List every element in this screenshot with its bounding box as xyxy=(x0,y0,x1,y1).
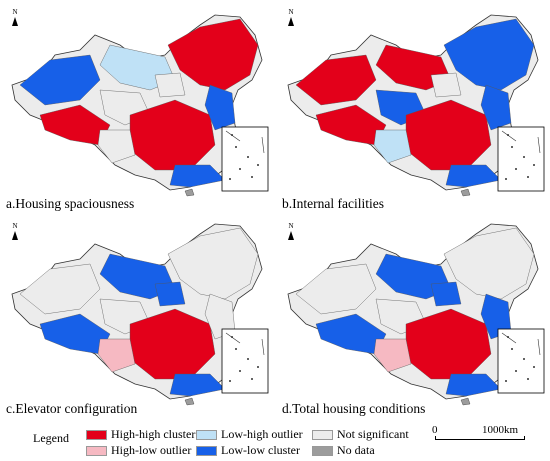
island-dot xyxy=(511,348,513,350)
panel-caption: d.Total housing conditions xyxy=(282,401,426,416)
legend-item-not-significant: Not significant xyxy=(312,427,409,441)
legend-item-low-low: Low-low cluster xyxy=(196,443,300,457)
map-panel-c: N c.Elevator configuration xyxy=(0,214,270,434)
island-dot xyxy=(515,168,517,170)
map-body xyxy=(11,223,263,406)
north-arrow-icon: N xyxy=(285,223,297,240)
region-patch xyxy=(97,338,136,373)
scale-start-label: 0 xyxy=(432,424,438,436)
island-dot xyxy=(251,378,253,380)
island-dot xyxy=(239,370,241,372)
region-patch xyxy=(167,227,259,300)
region-patch xyxy=(430,281,462,307)
south-china-sea-inset xyxy=(497,328,545,394)
map-body xyxy=(287,223,539,406)
panel-caption: a.Housing spaciousness xyxy=(6,196,135,211)
legend-swatch xyxy=(196,430,217,441)
region-patch xyxy=(295,54,377,106)
panel-caption: b.Internal facilities xyxy=(282,196,384,211)
island xyxy=(184,188,195,197)
island-dot xyxy=(251,176,253,178)
region-patch xyxy=(19,54,101,106)
region-patch xyxy=(445,373,502,397)
map-legend: Legend High-high cluster High-low outlie… xyxy=(0,424,550,461)
map-panel-d: N d.Total housing conditions xyxy=(276,214,546,434)
island-dot xyxy=(505,178,507,180)
island-dot xyxy=(511,146,513,148)
island xyxy=(184,397,195,406)
island-dot xyxy=(239,168,241,170)
region-patch xyxy=(295,263,377,315)
map-panel-a: N a.Housing spaciousness xyxy=(0,0,270,220)
legend-item-high-low: High-low outlier xyxy=(86,443,191,457)
island-dot xyxy=(523,156,525,158)
region-patch xyxy=(167,18,259,91)
china-map-b xyxy=(287,14,545,197)
legend-swatch xyxy=(196,446,217,457)
scale-end-label: 1000km xyxy=(482,424,519,436)
region-patch xyxy=(373,129,412,164)
legend-item-high-high: High-high cluster xyxy=(86,427,195,441)
island-dot xyxy=(523,358,525,360)
island-dot xyxy=(257,164,259,166)
region-patch xyxy=(154,72,186,98)
region-patch xyxy=(480,84,512,131)
south-china-sea-inset xyxy=(221,328,269,394)
legend-swatch xyxy=(86,430,107,441)
region-patch xyxy=(154,281,186,307)
island-dot xyxy=(527,378,529,380)
region-patch xyxy=(443,227,535,300)
china-map-c xyxy=(11,223,269,406)
legend-title: Legend xyxy=(33,431,69,445)
china-map-d xyxy=(287,223,545,406)
region-patch xyxy=(169,164,226,188)
island-dot xyxy=(229,178,231,180)
island-dot xyxy=(533,366,535,368)
legend-item-low-high: Low-high outlier xyxy=(196,427,303,441)
panel-caption: c.Elevator configuration xyxy=(6,401,138,416)
island-dot xyxy=(533,164,535,166)
island-dot xyxy=(505,380,507,382)
region-patch xyxy=(443,18,535,91)
scale-bar-line xyxy=(435,436,525,440)
region-patch xyxy=(19,263,101,315)
island xyxy=(460,397,471,406)
island-dot xyxy=(229,380,231,382)
region-patch xyxy=(204,84,236,131)
map-panel-b: N b.Internal facilities xyxy=(276,0,546,220)
island-dot xyxy=(527,176,529,178)
region-patch xyxy=(97,129,136,164)
legend-item-no-data: No data xyxy=(312,443,375,457)
island-dot xyxy=(247,156,249,158)
island-dot xyxy=(257,366,259,368)
north-arrow-icon: N xyxy=(285,9,297,26)
island-dot xyxy=(247,358,249,360)
region-patch xyxy=(445,164,502,188)
legend-swatch xyxy=(312,446,333,457)
south-china-sea-inset xyxy=(497,126,545,192)
china-map-a xyxy=(11,14,269,197)
island-dot xyxy=(235,348,237,350)
legend-swatch xyxy=(86,446,107,457)
region-patch xyxy=(373,338,412,373)
scale-bar: 0 1000km xyxy=(432,424,532,452)
north-arrow-icon: N xyxy=(9,9,21,26)
legend-swatch xyxy=(312,430,333,441)
island-dot xyxy=(235,146,237,148)
island-dot xyxy=(515,370,517,372)
south-china-sea-inset xyxy=(221,126,269,192)
region-patch xyxy=(430,72,462,98)
north-arrow-icon: N xyxy=(9,223,21,240)
region-patch xyxy=(169,373,226,397)
map-body xyxy=(11,14,263,197)
map-body xyxy=(287,14,539,197)
island xyxy=(460,188,471,197)
